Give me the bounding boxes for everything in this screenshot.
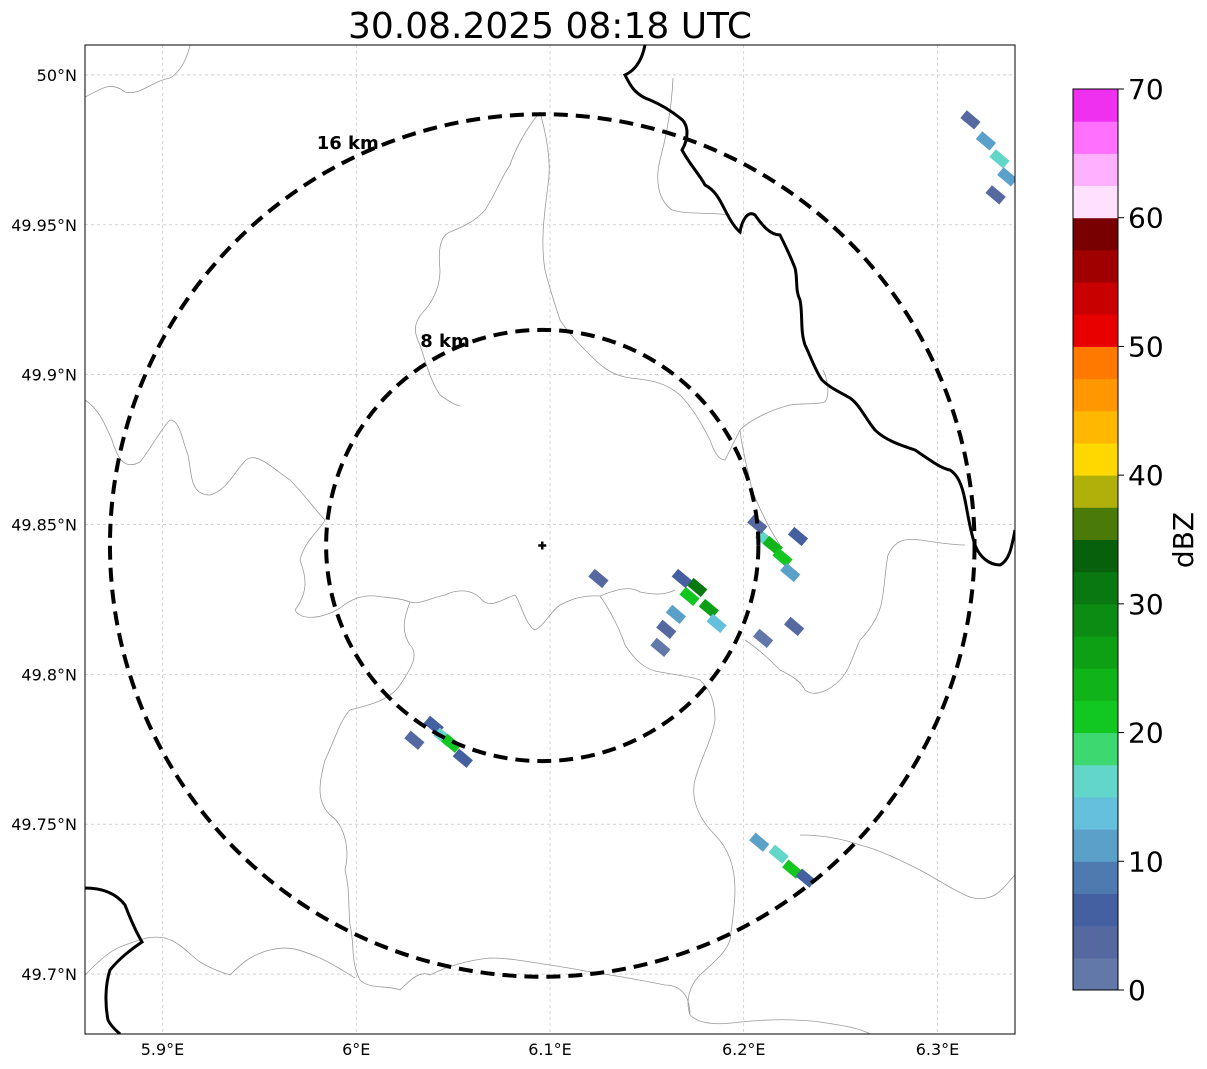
map-frame <box>84 44 1016 1035</box>
radar-echo <box>975 131 997 151</box>
radar-echo <box>780 562 801 583</box>
colorbar-cell <box>1073 861 1118 894</box>
gridlines <box>85 45 1015 1034</box>
colorbar-cell <box>1073 925 1118 959</box>
colorbar-cell <box>1073 378 1118 412</box>
country-border-southwest <box>85 886 145 1034</box>
admin-boundaries <box>85 45 1015 1034</box>
radar-echo <box>650 637 671 658</box>
lat-tick-label: 50°N <box>37 66 77 85</box>
radar-echo <box>784 616 805 637</box>
radar-echo <box>671 568 692 589</box>
radar-echo <box>782 859 803 879</box>
colorbar-cell <box>1073 603 1118 637</box>
colorbar-cell <box>1073 410 1118 444</box>
radar-echo <box>656 619 677 640</box>
colorbar-ticks: 0 10 20 30 40 50 60 70 <box>1118 73 1164 1007</box>
colorbar-tick-label: 10 <box>1128 845 1164 878</box>
radar-echo <box>698 598 719 619</box>
radar-echo <box>749 832 770 852</box>
colorbar-tick-label: 20 <box>1128 717 1164 750</box>
map-panel: 8 km 16 km 5.9°E 6°E 6.1°E 6.2°E 6.3°E 50°N 49… <box>11 44 1016 1059</box>
radar-echo <box>795 868 816 888</box>
lon-tick-label: 6.2°E <box>722 1040 766 1059</box>
colorbar-cells <box>1073 89 1118 991</box>
colorbar-cell <box>1073 829 1118 862</box>
colorbar-tick-label: 70 <box>1128 73 1164 106</box>
radar-echo <box>747 514 768 535</box>
radar-echo <box>588 568 609 589</box>
latitude-tick-labels: 50°N 49.95°N 49.9°N 49.85°N 49.8°N 49.75°N 49.… <box>11 66 77 984</box>
borders <box>85 45 1015 1034</box>
colorbar-cell <box>1073 282 1118 315</box>
colorbar-cell <box>1073 121 1118 154</box>
colorbar-cell <box>1073 217 1118 251</box>
radar-echo <box>985 185 1006 205</box>
range-ring-label: 8 km <box>420 331 470 352</box>
radar-echo <box>989 149 1010 169</box>
range-ring <box>107 112 977 979</box>
colorbar-cell <box>1073 957 1118 991</box>
colorbar-cell <box>1073 153 1118 187</box>
colorbar-cell <box>1073 314 1118 347</box>
lat-tick-label: 49.95°N <box>11 216 77 235</box>
colorbar-tick-label: 30 <box>1128 588 1164 621</box>
colorbar-cell <box>1073 700 1118 734</box>
radar-echo <box>768 844 789 864</box>
radar-echo <box>404 730 425 750</box>
colorbar-tick-label: 40 <box>1128 459 1164 492</box>
colorbar-cell <box>1073 571 1118 605</box>
range-rings <box>107 112 977 979</box>
colorbar-frame <box>1072 88 1119 991</box>
colorbar: 0 10 20 30 40 50 60 70 dBZ <box>1072 73 1200 1007</box>
lon-tick-label: 5.9°E <box>141 1040 185 1059</box>
radar-echo <box>960 110 981 130</box>
colorbar-cell <box>1073 507 1118 540</box>
lat-tick-label: 49.8°N <box>21 665 77 684</box>
lon-tick-label: 6.1°E <box>528 1040 572 1059</box>
lat-tick-label: 49.85°N <box>11 516 77 535</box>
colorbar-cell <box>1073 185 1118 219</box>
colorbar-cell <box>1073 893 1118 927</box>
radar-echo <box>706 613 727 634</box>
radar-echo <box>787 526 809 547</box>
country-border-north <box>622 45 1015 567</box>
figure-title: 30.08.2025 08:18 UTC <box>348 6 752 47</box>
range-ring <box>324 327 761 764</box>
radar-echo <box>772 547 793 568</box>
radar-echo <box>687 577 708 598</box>
radar-echo <box>665 604 687 625</box>
radar-echo <box>997 167 1015 187</box>
longitude-tick-labels: 5.9°E 6°E 6.1°E 6.2°E 6.3°E <box>141 1040 960 1059</box>
lat-tick-label: 49.7°N <box>21 965 77 984</box>
colorbar-cell <box>1073 89 1118 122</box>
lat-tick-label: 49.75°N <box>11 815 77 834</box>
colorbar-tick-label: 50 <box>1128 330 1164 363</box>
lon-tick-label: 6°E <box>342 1040 370 1059</box>
lat-tick-label: 49.9°N <box>21 366 77 385</box>
colorbar-cell <box>1073 539 1118 573</box>
colorbar-tick-label: 60 <box>1128 202 1164 235</box>
radar-center-marker <box>538 541 547 550</box>
range-ring-label: 16 km <box>317 133 379 154</box>
colorbar-cell <box>1073 796 1118 830</box>
colorbar-cell <box>1073 764 1118 798</box>
colorbar-cell <box>1073 636 1118 669</box>
colorbar-cell <box>1073 346 1118 380</box>
radar-echo <box>441 733 462 753</box>
lon-tick-label: 6.3°E <box>916 1040 960 1059</box>
colorbar-label: dBZ <box>1167 512 1200 568</box>
radar-echo <box>753 628 774 649</box>
colorbar-cell <box>1073 475 1118 508</box>
radar-echo <box>679 586 700 607</box>
colorbar-cell <box>1073 732 1118 766</box>
radar-echo <box>452 748 473 768</box>
colorbar-cell <box>1073 442 1118 476</box>
colorbar-cell <box>1073 249 1118 283</box>
colorbar-cell <box>1073 668 1118 701</box>
colorbar-tick-label: 0 <box>1128 974 1146 1007</box>
range-ring-labels: 8 km 16 km <box>317 133 470 352</box>
